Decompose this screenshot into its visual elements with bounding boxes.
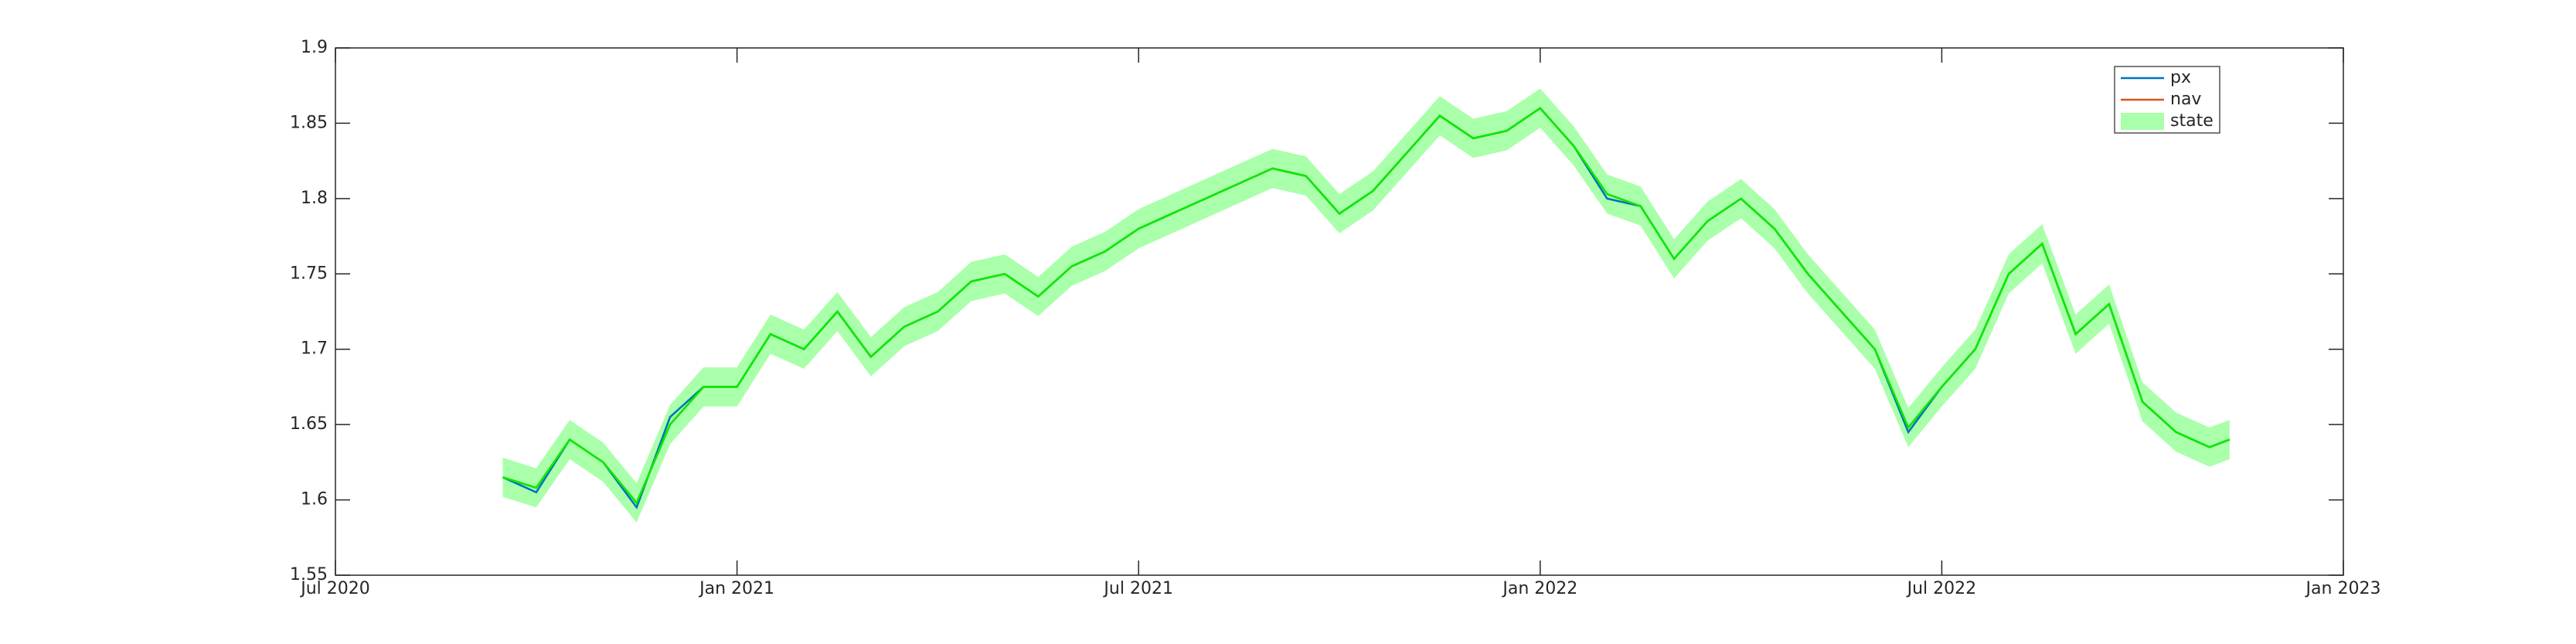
y-tick-label: 1.55: [290, 565, 328, 584]
legend-label: nav: [2170, 90, 2201, 109]
y-tick-label: 1.85: [290, 113, 328, 132]
legend-label: px: [2170, 68, 2191, 87]
legend-label: state: [2170, 111, 2214, 131]
y-tick-label: 1.9: [301, 38, 328, 57]
series-line: [502, 107, 2231, 505]
legend-swatch: [2121, 113, 2164, 130]
y-tick-label: 1.65: [290, 414, 328, 434]
x-tick-label: Jan 2021: [698, 579, 774, 598]
y-tick-label: 1.7: [301, 339, 328, 359]
x-tick-label: Jan 2022: [1501, 579, 1577, 598]
plot-frame: [335, 47, 2344, 576]
x-tick-label: Jul 2020: [299, 579, 370, 598]
x-tick-label: Jan 2023: [2305, 579, 2381, 598]
x-tick-label: Jul 2022: [1906, 579, 1977, 598]
x-tick-label: Jul 2021: [1102, 579, 1173, 598]
y-tick-label: 1.75: [290, 264, 328, 283]
y-tick-label: 1.8: [301, 189, 328, 208]
y-tick-label: 1.6: [301, 490, 328, 509]
